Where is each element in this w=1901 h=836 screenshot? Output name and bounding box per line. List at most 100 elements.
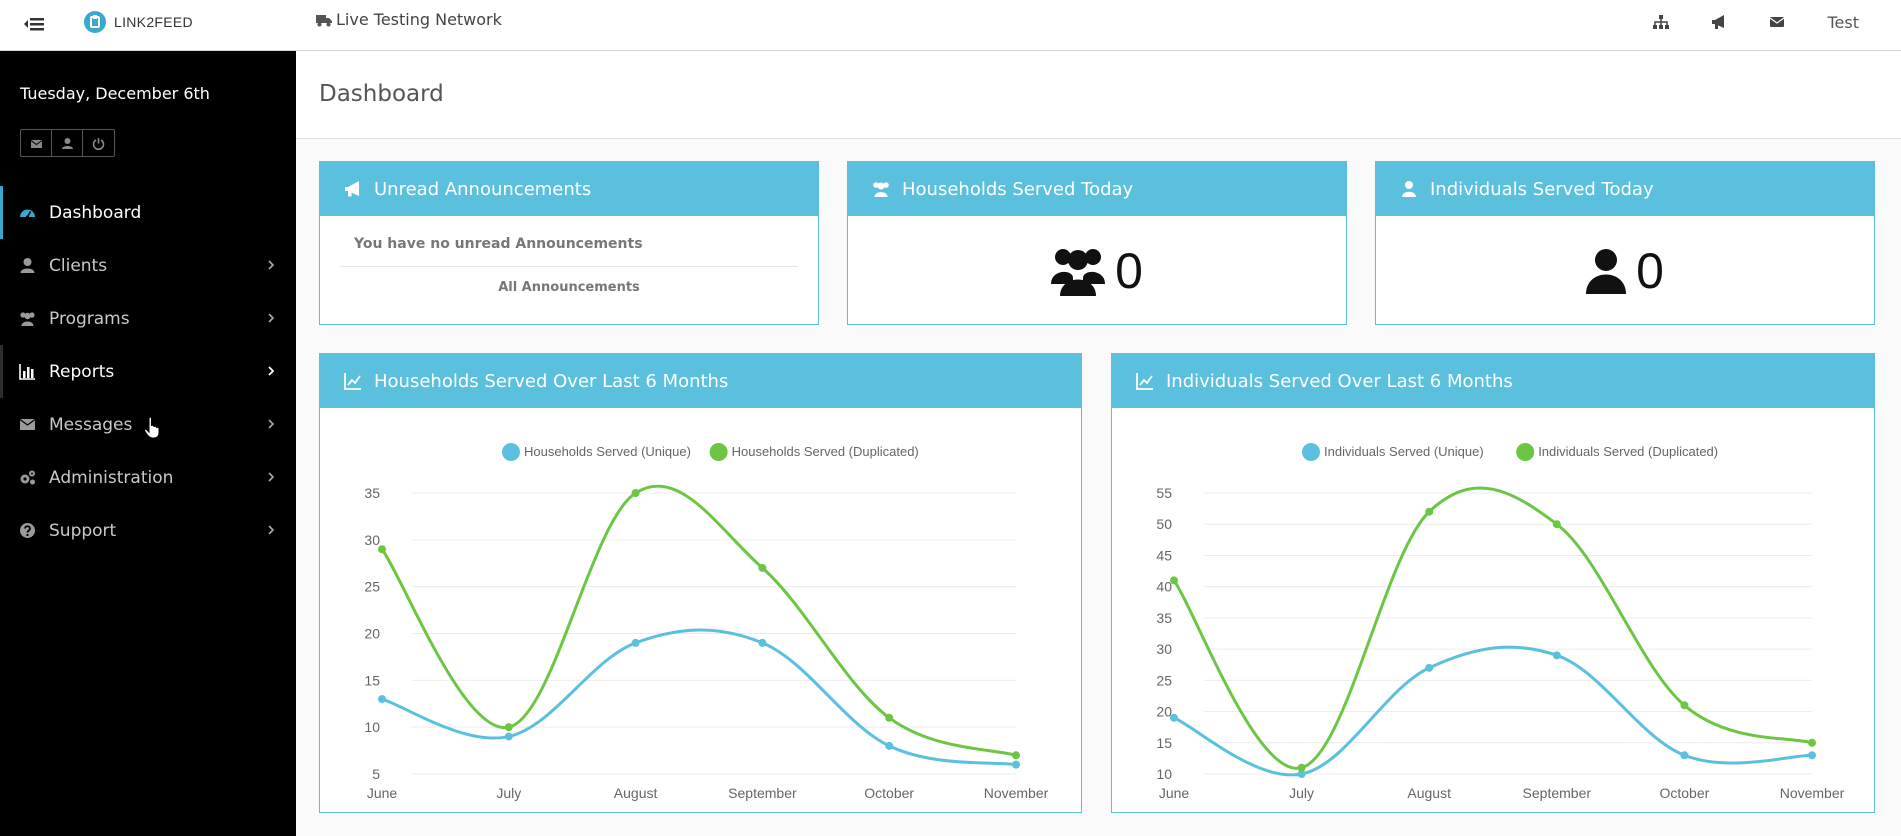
sidebar: Tuesday, December 6th Dashboard Clients: [0, 51, 296, 836]
current-date: Tuesday, December 6th: [20, 84, 210, 103]
divider: [340, 266, 798, 267]
dashboard-icon: [18, 204, 36, 222]
sitemap-icon[interactable]: [1649, 10, 1673, 34]
x-tick-label: August: [1407, 785, 1451, 801]
individuals-stat: 0: [1376, 242, 1874, 300]
all-announcements-link[interactable]: All Announcements: [498, 280, 640, 295]
data-point: [1808, 738, 1816, 747]
y-tick-label: 20: [1156, 704, 1172, 720]
x-tick-label: October: [1659, 785, 1709, 801]
top-navbar: LINK2FEED Live Testing Network Test: [0, 0, 1901, 51]
brand-name: LINK2FEED: [114, 14, 193, 30]
sidebar-item-administration[interactable]: Administration: [0, 451, 296, 504]
data-point: [1808, 751, 1816, 760]
messages-quick-button[interactable]: [21, 130, 52, 156]
profile-quick-button[interactable]: [52, 130, 83, 156]
data-point: [1012, 760, 1020, 769]
legend-label: Individuals Served (Unique): [1324, 444, 1484, 459]
sidebar-item-label: Reports: [49, 361, 115, 382]
card-title: Households Served Over Last 6 Months: [374, 370, 729, 392]
data-point: [885, 713, 894, 722]
users-icon: [1051, 249, 1106, 296]
data-point: [1012, 751, 1020, 760]
network-selector[interactable]: Live Testing Network: [316, 10, 502, 29]
users-icon: [873, 182, 889, 197]
legend-item: Households Served (Duplicated): [709, 443, 919, 461]
data-point: [1552, 520, 1561, 529]
series-line: [1173, 645, 1813, 777]
envelope-icon: [18, 416, 36, 434]
legend-item: Households Served (Unique): [502, 443, 691, 461]
x-tick-label: June: [367, 785, 398, 801]
data-point: [1170, 713, 1178, 722]
page-title: Dashboard: [319, 81, 444, 107]
individuals-chart-card: Individuals Served Over Last 6 Months In…: [1111, 353, 1875, 813]
bullhorn-icon[interactable]: [1707, 10, 1731, 34]
x-tick-label: August: [614, 785, 658, 801]
households-chart-card: Households Served Over Last 6 Months Hou…: [319, 353, 1082, 813]
sidebar-item-messages[interactable]: Messages: [0, 398, 296, 451]
data-point: [1680, 751, 1689, 760]
sidebar-item-programs[interactable]: Programs: [0, 292, 296, 345]
legend-swatch: [709, 443, 728, 461]
user-icon: [18, 257, 36, 275]
data-point: [1552, 651, 1561, 660]
data-point: [504, 723, 513, 732]
legend-label: Households Served (Duplicated): [732, 444, 919, 459]
y-tick-label: 5: [372, 766, 380, 782]
y-tick-label: 35: [364, 485, 380, 501]
envelope-icon[interactable]: [1765, 10, 1789, 34]
data-point: [1680, 701, 1689, 710]
legend-item: Individuals Served (Duplicated): [1516, 443, 1718, 461]
chevron-right-icon: [268, 525, 275, 535]
data-point: [631, 638, 640, 647]
link2feed-logo-icon: [84, 11, 106, 33]
y-tick-label: 45: [1156, 547, 1172, 563]
households-served-today-card: Households Served Today 0: [847, 161, 1347, 325]
card-header: Individuals Served Over Last 6 Months: [1112, 354, 1874, 408]
households-served-today-value: 0: [1115, 243, 1143, 299]
card-header: Individuals Served Today: [1376, 162, 1874, 216]
y-tick-label: 50: [1156, 516, 1172, 532]
bar-chart-icon: [18, 363, 36, 381]
chevron-right-icon: [268, 419, 275, 429]
page-header: Dashboard: [296, 51, 1901, 139]
sidebar-item-reports[interactable]: Reports: [0, 345, 296, 398]
bullhorn-icon: [345, 181, 359, 197]
data-point: [378, 695, 386, 704]
households-stat: 0: [848, 242, 1346, 300]
x-tick-label: November: [1780, 785, 1845, 801]
chart-legend: Households Served (Unique) Households Ser…: [502, 443, 919, 461]
sidebar-quick-actions: [20, 129, 115, 157]
y-tick-label: 10: [364, 719, 380, 735]
sidebar-item-support[interactable]: Support: [0, 504, 296, 557]
unread-announcements-card: Unread Announcements You have no unread …: [319, 161, 819, 325]
user-icon: [61, 137, 73, 149]
y-tick-label: 20: [364, 626, 380, 642]
data-point: [378, 545, 386, 554]
brand-logo-link[interactable]: LINK2FEED: [84, 10, 193, 34]
x-tick-label: September: [728, 785, 797, 801]
sidebar-item-clients[interactable]: Clients: [0, 239, 296, 292]
logout-quick-button[interactable]: [83, 130, 114, 156]
sidebar-item-label: Clients: [49, 255, 108, 276]
data-point: [1425, 507, 1434, 516]
data-point: [1297, 763, 1306, 772]
card-title: Individuals Served Today: [1430, 178, 1654, 200]
hand-cursor-icon: [143, 416, 160, 439]
card-header: Unread Announcements: [320, 162, 818, 216]
data-point: [885, 741, 894, 750]
series-line: [1172, 486, 1813, 770]
chevron-right-icon: [268, 366, 275, 376]
individuals-served-today-card: Individuals Served Today 0: [1375, 161, 1875, 325]
x-tick-label: September: [1523, 785, 1592, 801]
chevron-right-icon: [268, 472, 275, 482]
individuals-line-chart: Individuals Served (Unique) Individuals S…: [1156, 443, 1845, 801]
legend-swatch: [1302, 443, 1320, 461]
data-point: [1297, 770, 1306, 778]
sidebar-nav: Dashboard Clients Programs Reports: [0, 186, 296, 557]
sidebar-toggle-icon[interactable]: [18, 12, 48, 36]
user-menu[interactable]: Test: [1827, 12, 1859, 32]
data-point: [631, 489, 640, 497]
sidebar-item-dashboard[interactable]: Dashboard: [0, 186, 296, 239]
